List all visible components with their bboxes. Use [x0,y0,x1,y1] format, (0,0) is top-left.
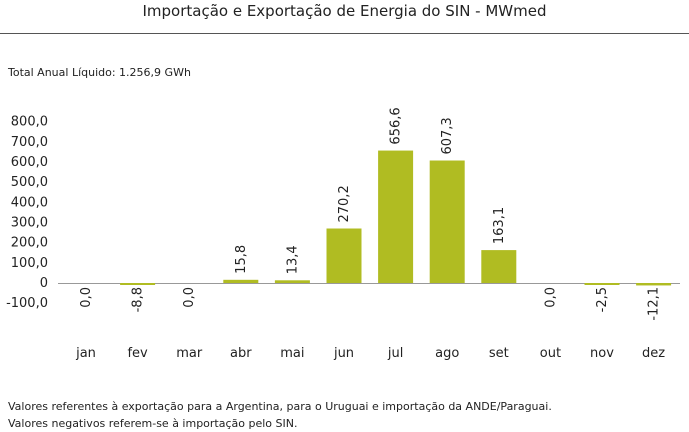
x-tick-label-abr: abr [230,346,252,361]
title-divider [0,33,689,34]
y-tick-label: 700,0 [11,135,48,150]
y-tick-label: 400,0 [11,195,48,210]
x-tick-label-jun: jun [333,346,354,361]
y-tick-label: 300,0 [11,215,48,230]
x-tick-label-nov: nov [590,346,614,361]
data-label-ago: 607,3 [440,117,455,154]
data-label-fev: -8,8 [131,287,146,312]
x-tick-label-fev: fev [127,346,148,361]
data-label-mai: 13,4 [285,245,300,274]
data-label-out: 0,0 [543,287,558,308]
x-tick-label-ago: ago [435,346,459,361]
bar-set [481,250,517,283]
bar-dez [636,283,672,286]
x-tick-label-jul: jul [387,346,403,361]
x-tick-label-dez: dez [642,346,665,361]
data-label-abr: 15,8 [234,245,249,274]
data-label-dez: -12,1 [647,287,662,321]
y-tick-label: 0 [40,276,48,291]
bar-nov [584,283,620,285]
bar-ago [429,160,465,283]
data-label-set: 163,1 [492,207,507,244]
bar-jun [326,228,362,283]
x-tick-label-out: out [540,346,561,361]
bar-chart: -100,0 0 100,0 200,0 300,0 400,0 500,0 600,0 700… [6,107,680,361]
y-tick-label: 600,0 [11,155,48,170]
x-tick-label-set: set [489,346,509,361]
chart-title: Importação e Exportação de Energia do SI… [142,2,547,20]
bar-fev [120,283,156,285]
y-tick-label: 200,0 [11,236,48,251]
data-label-mar: 0,0 [182,287,197,308]
data-label-nov: -2,5 [595,287,610,312]
x-tick-label-jan: jan [75,346,96,361]
y-tick-label: -100,0 [6,296,48,311]
data-label-jan: 0,0 [79,287,94,308]
bar-mai [274,280,310,283]
x-tick-label-mai: mai [280,346,304,361]
y-tick-label: 500,0 [11,175,48,190]
data-label-jun: 270,2 [337,185,352,222]
y-tick-label: 100,0 [11,256,48,271]
footnote-negative-values: Valores negativos referem-se à importaçã… [8,417,298,430]
bar-jul [378,150,414,283]
bar-abr [223,279,259,283]
y-tick-label: 800,0 [11,115,48,130]
annual-total-label: Total Anual Líquido: 1.256,9 GWh [8,66,191,79]
data-label-jul: 656,6 [389,107,404,144]
footnote-export-import: Valores referentes à exportação para a A… [8,400,552,413]
x-tick-label-mar: mar [176,346,203,361]
